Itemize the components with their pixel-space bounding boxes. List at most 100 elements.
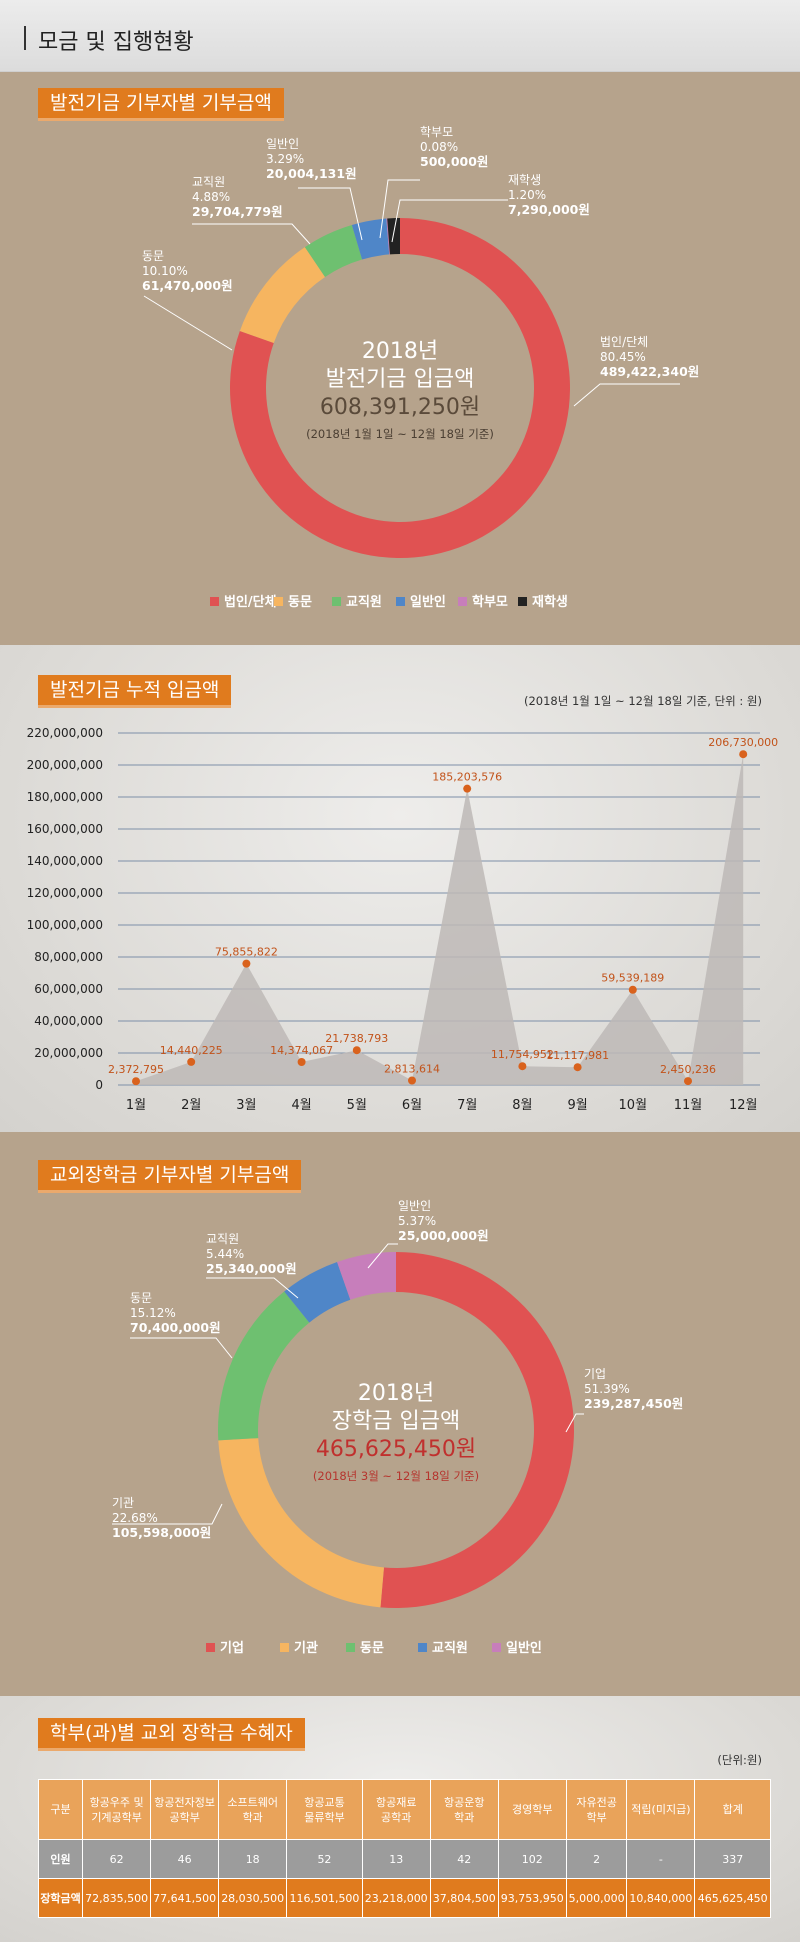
data-label: 11,754,952: [491, 1048, 554, 1061]
data-label: 11,117,981: [546, 1049, 609, 1062]
center-year: 2018년: [362, 339, 438, 364]
donut-slice: [380, 1252, 575, 1608]
table-cell: 337: [694, 1839, 771, 1879]
legend-item: 기관: [294, 1640, 318, 1656]
legend-swatch: [274, 597, 283, 606]
data-label: 2,372,795: [108, 1063, 164, 1076]
slice-label-percent: 80.45%: [600, 350, 646, 364]
table-cell: 13: [361, 1839, 431, 1879]
slice-label-amount: 29,704,779원: [192, 204, 283, 219]
scholarship-recipients-section: 학부(과)별 교외 장학금 수혜자 (단위:원) 구분 항공우주 및 기계공학부 항공…: [0, 1696, 800, 1942]
slice-label-amount: 20,004,131원: [266, 166, 357, 181]
slice-label-percent: 4.88%: [192, 190, 230, 204]
table-cell: 5,000,000: [565, 1878, 628, 1918]
slice-label-amount: 70,400,000원: [130, 1320, 221, 1335]
row-label: 인원: [37, 1839, 84, 1879]
slice-label-amount: 500,000원: [420, 154, 488, 169]
y-tick-label: 80,000,000: [34, 950, 103, 964]
center-year: 2018년: [358, 1381, 434, 1406]
table-cell: 52: [286, 1839, 363, 1879]
table-row: 인원 62 46 18 52 13 42 102 2-337: [37, 1839, 771, 1879]
table-cell: 102: [497, 1839, 567, 1879]
table-header-cell: 자유전공 학부: [565, 1779, 628, 1840]
center-amount: 465,625,450원: [316, 1437, 476, 1462]
slice-label-name: 법인/단체: [600, 335, 648, 349]
legend-item: 일반인: [506, 1640, 542, 1656]
table-header-cell: 합계: [694, 1779, 771, 1840]
leader-line: [379, 179, 420, 239]
legend-swatch: [206, 1643, 215, 1652]
x-tick-label: 6월: [402, 1098, 422, 1113]
legend-swatch: [210, 597, 219, 606]
table-cell: -: [626, 1839, 696, 1879]
data-label: 185,203,576: [432, 771, 502, 784]
leader-line: [298, 187, 363, 241]
legend-swatch: [492, 1643, 501, 1652]
y-tick-label: 40,000,000: [34, 1014, 103, 1028]
center-amount: 608,391,250원: [320, 395, 480, 420]
x-tick-label: 7월: [457, 1098, 477, 1113]
legend-item: 동문: [288, 595, 312, 610]
leader-line: [143, 295, 233, 351]
legend-item: 기업: [220, 1641, 244, 1656]
y-tick-label: 220,000,000: [27, 726, 103, 740]
slice-label-percent: 22.68%: [112, 1511, 158, 1525]
table-cell: 77,641,500: [150, 1878, 220, 1918]
x-tick-label: 10월: [619, 1098, 648, 1113]
table-header-cell: 항공운항 학과: [429, 1779, 499, 1840]
data-label: 206,730,000: [708, 736, 778, 749]
legend-item: 교직원: [346, 594, 382, 610]
table-cell: 465,625,450: [694, 1878, 771, 1918]
leader-line: [130, 1337, 233, 1359]
donut-slice: [218, 1438, 384, 1608]
y-tick-label: 180,000,000: [27, 790, 103, 804]
section-title: 발전기금 누적 입금액: [38, 675, 232, 708]
recipients-table: 구분 항공우주 및 기계공학부 항공전자정보 공학부 소프트웨어 학과 항공교통 물류학부 항공재…: [37, 1779, 771, 1918]
header-bar: [24, 26, 26, 50]
slice-label-name: 재학생: [508, 173, 541, 187]
leader-line: [391, 199, 508, 243]
dev-fund-donor-section: 발전기금 기부자별 기부금액 법인/단체 80.45% 489,422,340원 동문…: [0, 72, 800, 645]
legend-swatch: [332, 597, 341, 606]
slice-label-amount: 105,598,000원: [112, 1525, 211, 1540]
data-point: [352, 1046, 361, 1055]
area-fill: [136, 754, 744, 1085]
table-header-row: 구분 항공우주 및 기계공학부 항공전자정보 공학부 소프트웨어 학과 항공교통 물류학부 항공재…: [37, 1779, 771, 1840]
scholarship-donor-section: 교외장학금 기부자별 기부금액 기업 51.39% 239,287,450원 기관 22…: [0, 1132, 800, 1696]
table-header-cell: 항공재료 공학과: [361, 1779, 431, 1840]
data-point: [408, 1076, 416, 1085]
table-header-cell: 항공우주 및 기계공학부: [82, 1779, 152, 1840]
page-title: 모금 및 집행현황: [38, 30, 194, 55]
row-label: 장학금액: [37, 1878, 84, 1918]
unit-note: (단위:원): [717, 1753, 762, 1767]
slice-label-amount: 239,287,450원: [584, 1396, 683, 1411]
table-cell: 18: [218, 1839, 288, 1879]
table-cell: 28,030,500: [218, 1878, 288, 1918]
y-tick-label: 20,000,000: [34, 1046, 103, 1060]
table-cell: 46: [150, 1839, 220, 1879]
center-period: (2018년 1월 1일 ~ 12월 18일 기준): [306, 427, 494, 441]
legend-swatch: [518, 597, 527, 606]
table-cell: 62: [82, 1839, 152, 1879]
data-point: [518, 1062, 527, 1071]
center-label: 발전기금 입금액: [326, 367, 475, 392]
slice-label-name: 교직원: [206, 1232, 239, 1246]
legend-swatch: [396, 597, 405, 606]
data-point: [573, 1063, 582, 1072]
leader-line: [573, 383, 680, 407]
section-title: 학부(과)별 교외 장학금 수혜자: [38, 1718, 305, 1751]
table-cell: 116,501,500: [286, 1878, 363, 1918]
table-header-cell: 항공전자정보 공학부: [150, 1779, 220, 1840]
slice-label-amount: 25,000,000원: [398, 1228, 489, 1243]
chart-note: (2018년 1월 1일 ~ 12월 18일 기준, 단위 : 원): [523, 694, 762, 708]
x-tick-label: 2월: [181, 1098, 201, 1113]
slice-label-percent: 3.29%: [266, 152, 304, 166]
x-tick-label: 3월: [236, 1098, 256, 1113]
y-tick-label: 60,000,000: [34, 982, 103, 996]
table-cell: 72,835,500: [82, 1878, 152, 1918]
x-tick-label: 12월: [729, 1098, 758, 1113]
data-label: 2,813,614: [384, 1062, 440, 1075]
legend-item: 재학생: [532, 594, 568, 610]
slice-label-name: 교직원: [192, 175, 225, 189]
legend-item: 동문: [360, 1641, 384, 1656]
